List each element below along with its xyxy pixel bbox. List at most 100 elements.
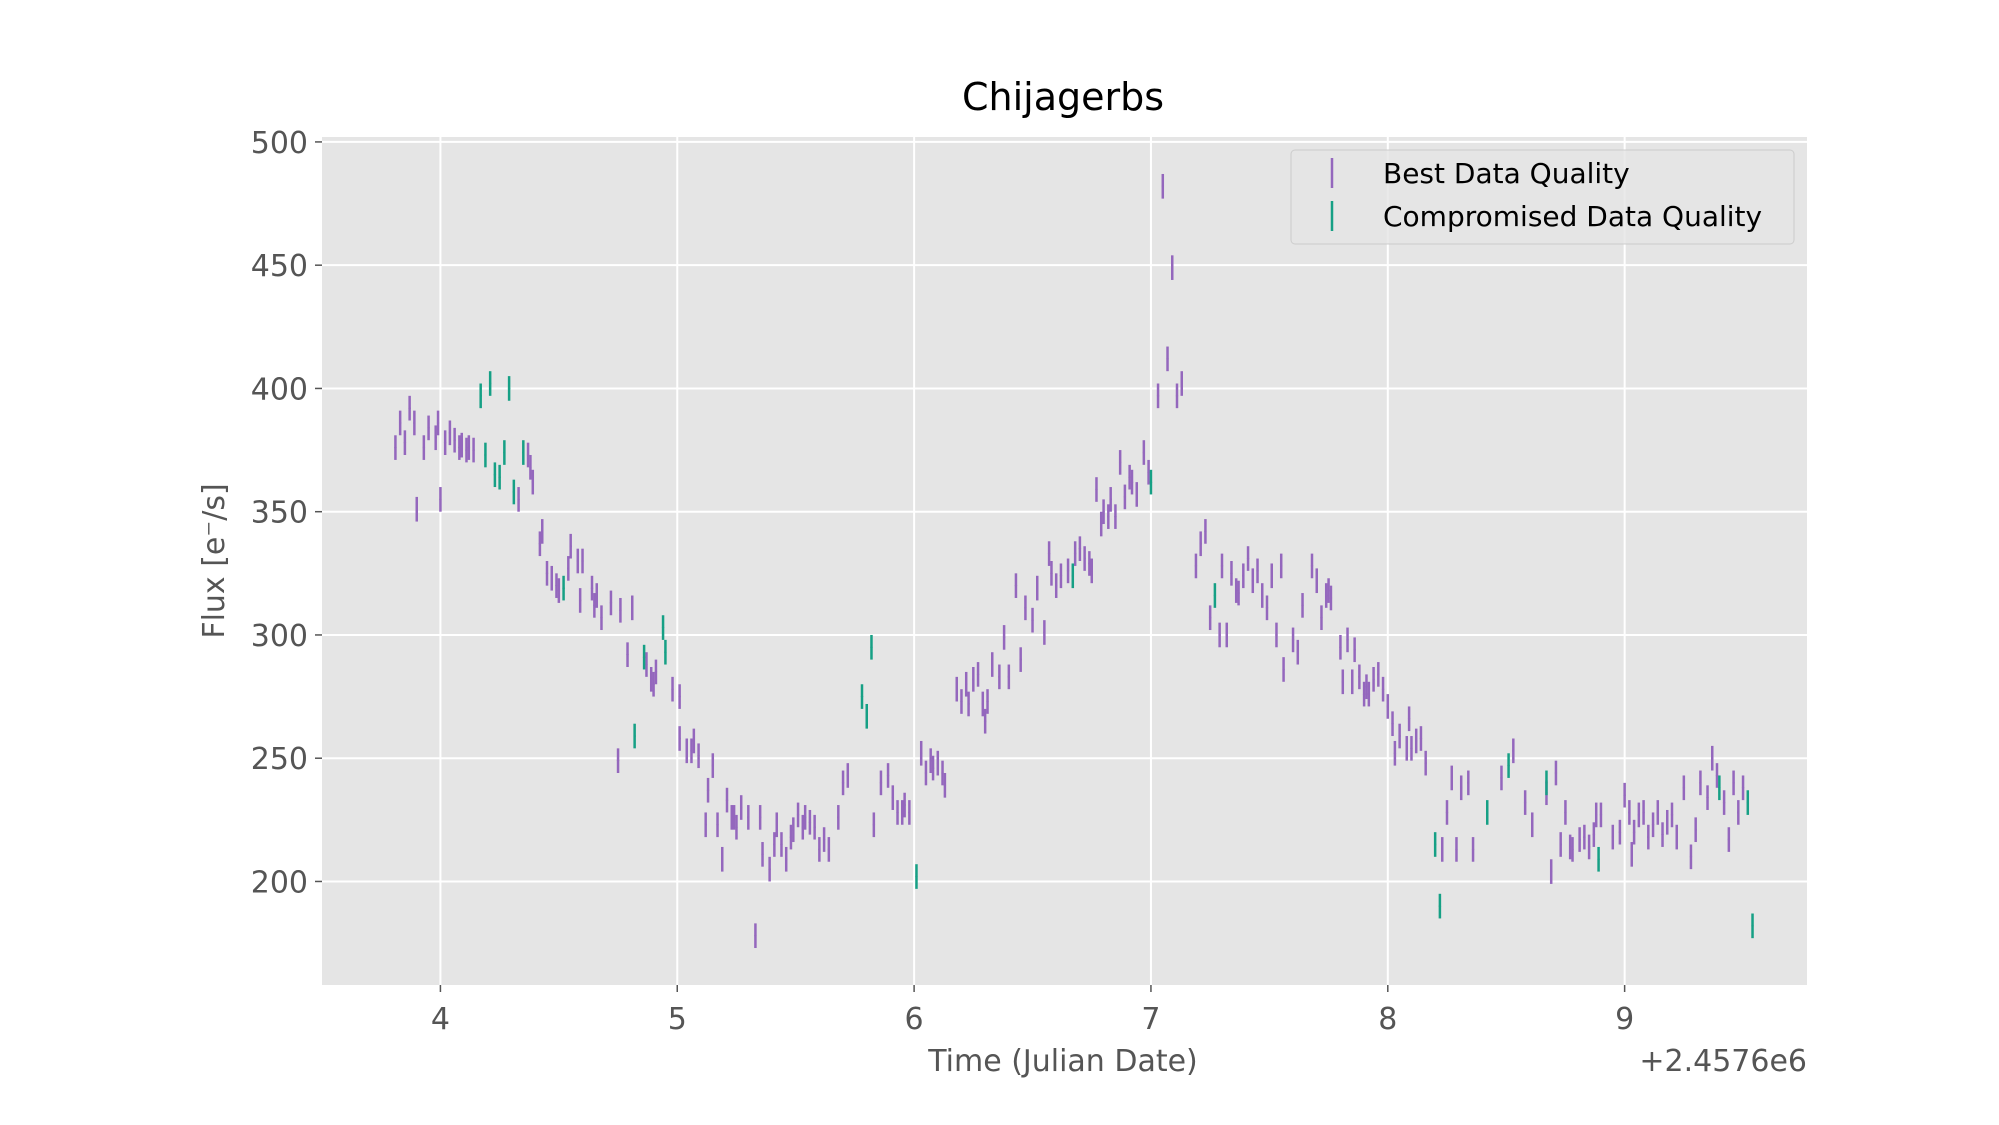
data-point: [1393, 752, 1397, 755]
data-point: [448, 431, 452, 435]
data-point: [1083, 557, 1086, 560]
data-point: [1523, 801, 1527, 804]
data-point: [1718, 786, 1721, 789]
data-point: [692, 739, 696, 743]
data-point: [458, 446, 461, 449]
data-point: [484, 453, 487, 457]
chart-title: Chijagerbs: [962, 75, 1164, 119]
data-point: [1732, 781, 1735, 785]
y-tick-label: 350: [251, 496, 308, 531]
data-point: [803, 816, 807, 819]
data-point: [1351, 680, 1354, 683]
data-point: [822, 838, 826, 841]
data-point: [780, 843, 783, 846]
data-point: [1632, 830, 1636, 834]
data-point: [730, 816, 733, 819]
data-point: [1741, 786, 1745, 789]
data-point: [1661, 833, 1664, 836]
grid: [322, 137, 1807, 985]
data-point: [503, 451, 506, 454]
data-point: [1265, 606, 1269, 610]
data-point: [920, 752, 923, 755]
data-point: [740, 806, 743, 809]
data-point: [1711, 757, 1714, 760]
data-point: [550, 577, 553, 580]
data-point: [1128, 475, 1131, 479]
data-point: [1618, 830, 1622, 834]
data-point: [1043, 631, 1046, 634]
data-point: [841, 781, 845, 785]
data-point: [1365, 685, 1368, 688]
data-point: [1746, 801, 1749, 804]
data-point: [671, 687, 674, 691]
data-point: [936, 761, 939, 765]
data-point: [1325, 594, 1328, 597]
data-point: [1066, 569, 1070, 573]
data-point: [903, 803, 906, 807]
data-point: [1123, 495, 1127, 499]
data-point: [955, 687, 958, 691]
x-tick-label: 7: [1141, 1002, 1160, 1037]
data-point: [652, 683, 655, 686]
data-point: [929, 759, 932, 762]
data-point: [773, 843, 776, 846]
data-point: [1310, 564, 1314, 568]
data-point: [1050, 572, 1053, 575]
data-point: [1595, 813, 1598, 817]
data-point: [1450, 776, 1453, 780]
data-point: [1592, 833, 1596, 836]
data-point: [879, 781, 883, 785]
data-point: [576, 559, 579, 563]
data-point: [886, 774, 890, 777]
data-point: [1367, 692, 1371, 696]
legend-box: [1290, 149, 1795, 245]
data-point: [1213, 594, 1217, 597]
y-tick-label: 450: [251, 249, 308, 284]
data-point: [1088, 562, 1091, 565]
data-point: [1147, 471, 1150, 474]
data-point: [1237, 591, 1240, 595]
x-axis-ticks: 4 5 6 7 8 9: [431, 985, 1634, 1037]
data-point: [1149, 480, 1153, 484]
data-point: [1642, 811, 1645, 814]
data-point: [1251, 579, 1254, 582]
data-point: [626, 653, 629, 656]
data-point: [619, 609, 622, 612]
data-point: [488, 382, 492, 385]
data-point: [460, 443, 463, 447]
data-point: [1225, 633, 1228, 637]
data-point: [1386, 705, 1389, 708]
data-point: [1381, 687, 1385, 691]
data-point: [1467, 781, 1470, 785]
data-point: [1564, 811, 1567, 814]
data-point: [1142, 451, 1146, 454]
data-point: [1014, 584, 1018, 587]
data-point: [891, 796, 894, 799]
data-point: [498, 475, 501, 479]
data-point: [1694, 828, 1697, 831]
data-point: [512, 490, 516, 494]
data-point: [1220, 564, 1224, 568]
data-point: [685, 749, 688, 753]
data-point: [1256, 569, 1259, 573]
data-point: [1486, 811, 1489, 814]
data-point: [1559, 843, 1562, 846]
data-point: [1180, 382, 1183, 385]
y-axis-ticks: 200 250 300 350 400 450 500: [251, 126, 322, 900]
data-point: [711, 764, 714, 767]
data-point: [567, 567, 570, 570]
data-point: [434, 436, 437, 439]
data-point: [1623, 793, 1626, 797]
data-point: [1282, 668, 1285, 671]
data-point: [1301, 604, 1304, 607]
data-point: [1102, 510, 1105, 513]
data-point: [1578, 838, 1581, 841]
data-point: [493, 473, 497, 476]
data-point: [792, 828, 795, 831]
data-point: [1424, 761, 1427, 765]
data-point: [827, 848, 831, 851]
data-point: [1194, 564, 1198, 568]
data-point: [1135, 493, 1138, 496]
data-point: [1407, 717, 1411, 720]
data-point: [808, 821, 812, 824]
